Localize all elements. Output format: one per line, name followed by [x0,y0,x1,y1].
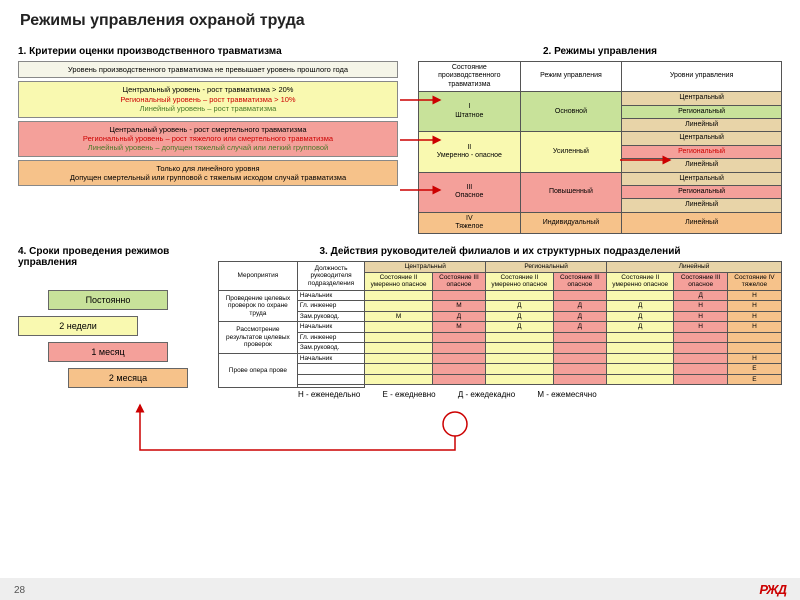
lvl-r: Региональный [622,105,782,118]
time-1m: 1 месяц [48,342,168,362]
criteria-box-3: Центральный уровень - рост смертельного … [18,121,398,157]
crit3-l1: Центральный уровень - рост смертельного … [25,125,391,134]
page-number: 28 [14,585,25,596]
crit2-l3: Линейный уровень – рост травматизма [25,104,391,113]
th-state: Состояние производственного травматизма [419,62,521,92]
lvl-l: Линейный [622,118,782,131]
logo: РЖД [759,582,786,597]
th-mode: Режим управления [520,62,622,92]
footer: 28 РЖД [0,578,800,600]
mode-1: Основной [520,92,622,132]
state-2: IIУмеренно - опасное [419,132,521,172]
modes-table: Состояние производственного травматизма … [418,61,782,234]
mode-3: Повышенный [520,172,622,212]
criteria-box-2: Центральный уровень - рост травматизма >… [18,81,398,117]
state-4: IVТяжелое [419,212,521,234]
sec4-header: 4. Сроки проведения режимов управления [18,246,198,268]
criteria-box-4: Только для линейного уровня Допущен смер… [18,160,398,187]
lvl-c: Центральный [622,92,782,105]
section-4: 4. Сроки проведения режимов управления П… [18,242,198,401]
crit4-l1: Только для линейного уровня [25,164,391,173]
time-2w: 2 недели [18,316,138,336]
mode-4: Индивидуальный [520,212,622,234]
criteria-box-1: Уровень производственного травматизма не… [18,61,398,78]
th-levels: Уровни управления [622,62,782,92]
crit4-l2: Допущен смертельный или групповой с тяже… [25,173,391,182]
section-2: 2. Режимы управления Состояние производс… [418,42,782,234]
sec1-header: 1. Критерии оценки производственного тра… [18,46,398,57]
crit2-l1: Центральный уровень - рост травматизма >… [25,85,391,94]
state-1: IШтатное [419,92,521,132]
crit2-l2: Региональный уровень – рост травматизма … [25,95,391,104]
page-title: Режимы управления охраной труда [0,0,800,42]
actions-table: Мероприятия Должность руководителя подра… [218,261,782,388]
section-3: 3. Действия руководителей филиалов и их … [218,242,782,401]
mode-2: Усиленный [520,132,622,172]
state-3: IIIОпасное [419,172,521,212]
sec2-header: 2. Режимы управления [418,46,782,57]
crit3-l3: Линейный уровень – допущен тяжелый случа… [25,143,391,152]
crit3-l2: Региональный уровень – рост тяжелого или… [25,134,391,143]
time-2m: 2 месяца [68,368,188,388]
section-1: 1. Критерии оценки производственного тра… [18,42,398,234]
time-perm: Постоянно [48,290,168,310]
sec3-header: 3. Действия руководителей филиалов и их … [218,246,782,257]
legend: Н - еженедельно Е - ежедневно Д - ежедек… [218,388,782,401]
